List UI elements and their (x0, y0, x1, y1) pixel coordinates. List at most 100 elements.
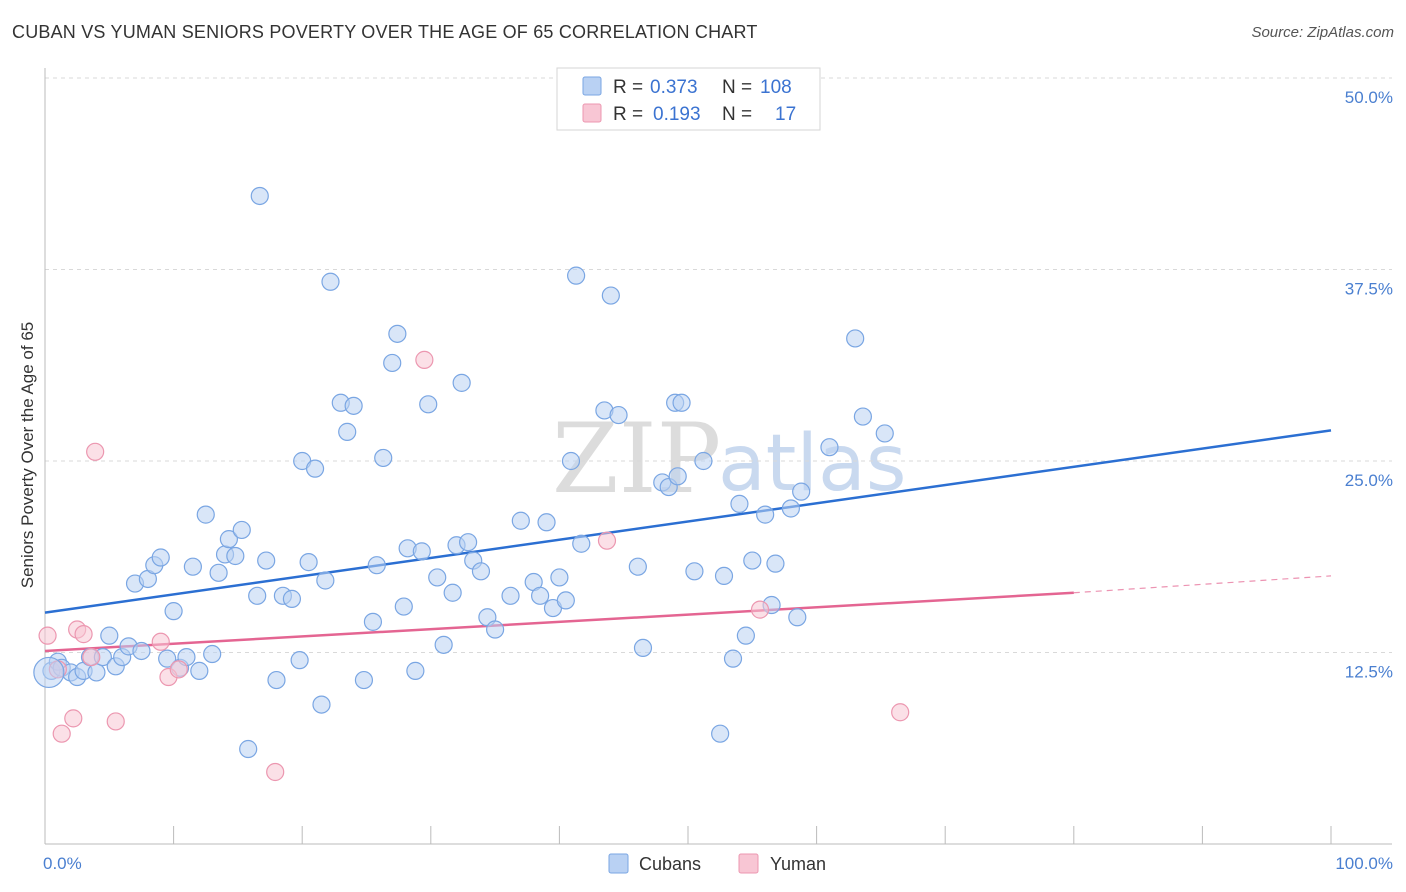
point-cubans (316, 571, 335, 590)
trendline-yuman (44, 591, 1074, 653)
point-cubans (561, 451, 581, 471)
points-layer (33, 186, 910, 782)
point-cubans (250, 186, 269, 206)
point-cubans (792, 482, 811, 501)
point-cubans (743, 551, 762, 570)
point-cubans (668, 467, 687, 486)
point-yuman (86, 442, 105, 461)
point-cubans (406, 661, 425, 680)
point-cubans (434, 635, 453, 654)
point-yuman (74, 625, 93, 644)
point-cubans (672, 393, 691, 412)
y-axis-label: Seniors Poverty Over the Age of 65 (18, 322, 37, 588)
legend-r-label-cubans: R = (613, 77, 643, 98)
y-tick-label: 25.0% (1345, 471, 1393, 490)
chart-source: Source: ZipAtlas.com (1251, 24, 1394, 41)
point-cubans (853, 407, 872, 426)
point-cubans (338, 422, 357, 441)
point-cubans (226, 546, 245, 566)
point-cubans (766, 554, 785, 573)
x-tick-label-end: 100.0% (1335, 854, 1393, 873)
bottom-legend-swatch-cubans (608, 853, 629, 874)
bottom-legend: Cubans Yuman (608, 853, 826, 874)
point-cubans (164, 602, 183, 621)
point-cubans (363, 612, 383, 631)
chart-title: CUBAN VS YUMAN SENIORS POVERTY OVER THE … (12, 22, 758, 42)
point-cubans (788, 608, 807, 627)
bottom-legend-label-cubans: Cubans (639, 854, 701, 874)
point-cubans (820, 438, 839, 457)
watermark-zip: ZIP (552, 403, 721, 515)
point-cubans (354, 670, 374, 690)
point-cubans (443, 583, 462, 602)
point-yuman (169, 660, 188, 679)
legend-r-label-yuman: R = (613, 104, 643, 125)
legend-swatch-yuman (582, 103, 602, 123)
legend-r-value-cubans: 0.373 (650, 77, 698, 98)
y-tick-label: 50.0% (1345, 88, 1393, 107)
trend-layer (44, 429, 1332, 653)
point-cubans (609, 405, 628, 425)
point-cubans (257, 551, 276, 570)
point-cubans (87, 663, 106, 682)
point-cubans (305, 459, 325, 478)
bottom-legend-swatch-yuman (738, 853, 759, 874)
point-yuman (415, 350, 434, 369)
point-cubans (190, 661, 209, 680)
point-cubans (601, 286, 620, 305)
point-cubans (344, 396, 363, 415)
point-cubans (694, 451, 713, 471)
point-cubans (412, 542, 431, 561)
point-yuman (64, 709, 83, 728)
point-yuman (266, 762, 285, 782)
point-cubans (471, 562, 491, 581)
point-cubans (158, 649, 177, 668)
trendline-cubans (44, 429, 1332, 614)
point-yuman (750, 600, 770, 619)
point-yuman (597, 531, 617, 550)
point-cubans (388, 324, 407, 343)
point-cubans (486, 620, 505, 639)
point-cubans (452, 373, 471, 392)
point-cubans (556, 591, 575, 610)
grid-layer (45, 77, 1392, 653)
point-cubans (730, 494, 749, 513)
point-cubans (132, 641, 151, 661)
point-cubans (203, 644, 222, 664)
point-cubans (501, 586, 520, 605)
legend-n-label-cubans: N = (722, 77, 752, 98)
point-cubans (299, 553, 318, 572)
legend-n-label-yuman: N = (722, 104, 752, 125)
point-yuman (38, 626, 57, 645)
y-tick-label: 12.5% (1345, 663, 1393, 682)
point-cubans (282, 589, 302, 608)
point-cubans (209, 563, 228, 582)
point-cubans (458, 533, 478, 552)
watermark: ZIP atlas (552, 403, 907, 515)
point-cubans (312, 695, 331, 714)
point-cubans (196, 505, 215, 524)
point-cubans (567, 266, 586, 285)
point-cubans (290, 651, 309, 670)
point-yuman (106, 712, 125, 731)
point-cubans (723, 649, 743, 668)
point-cubans (756, 505, 775, 524)
point-cubans (846, 329, 865, 348)
point-cubans (232, 520, 251, 540)
point-yuman (151, 632, 170, 651)
top-legend: R = 0.373 N = 108 R = 0.193 N = 17 (556, 67, 821, 131)
point-cubans (383, 353, 402, 373)
point-cubans (321, 272, 340, 291)
legend-r-value-yuman: 0.193 (653, 104, 701, 125)
point-cubans (633, 638, 653, 658)
point-cubans (100, 626, 119, 645)
point-cubans (367, 556, 386, 575)
legend-n-value-yuman: 17 (775, 104, 796, 125)
y-tick-label: 37.5% (1345, 280, 1393, 299)
point-cubans (875, 424, 894, 443)
point-cubans (736, 626, 755, 645)
point-cubans (550, 568, 569, 587)
point-cubans (267, 670, 286, 690)
point-cubans (419, 395, 438, 414)
